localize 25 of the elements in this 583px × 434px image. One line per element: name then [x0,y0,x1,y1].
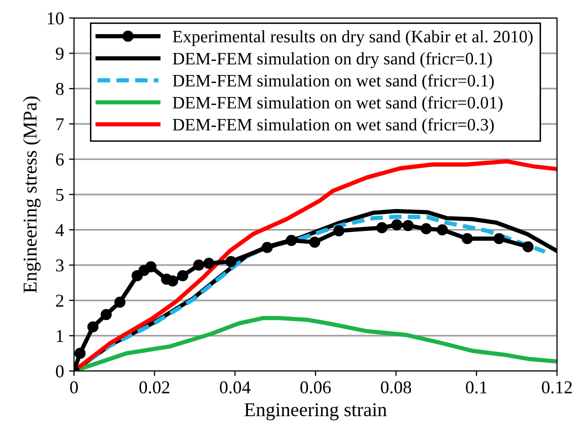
y-tick-label: 6 [56,154,64,166]
y-tick-label: 10 [48,12,64,24]
x-tick-label: 0.06 [300,381,331,394]
x-axis-title: Engineering strain [244,403,387,420]
y-tick-label: 7 [56,118,64,130]
y-tick-label: 9 [56,48,64,60]
x-tick-label: 0.1 [466,381,487,394]
legend-label: Experimental results on dry sand (Kabir et al. 2010) [172,30,533,46]
legend-label: DEM-FEM simulation on wet sand (fricr=0.3) [172,118,494,134]
y-tick-label: 2 [56,294,64,307]
legend-label: DEM-FEM simulation on dry sand (fricr=0.1) [172,52,492,68]
x-tick-label: 0.08 [380,381,412,394]
y-tick-label: 5 [56,188,64,201]
x-tick-label: 0.02 [139,381,170,394]
legend-label: DEM-FEM simulation on wet sand (fricr=0.1) [172,74,494,90]
y-tick-label: 1 [56,330,64,342]
y-tick-label: 4 [56,224,64,236]
legend-label: DEM-FEM simulation on wet sand (fricr=0.01) [172,96,502,112]
x-tick-label: 0.12 [542,381,572,394]
x-tick-label: 0.04 [220,381,251,394]
x-tick-label: 0 [70,381,78,394]
y-tick-label: 3 [56,259,64,272]
y-tick-label: 0 [56,365,64,378]
y-axis-title: Engineering stress (MPa) [22,96,41,293]
y-tick-label: 8 [56,82,64,96]
